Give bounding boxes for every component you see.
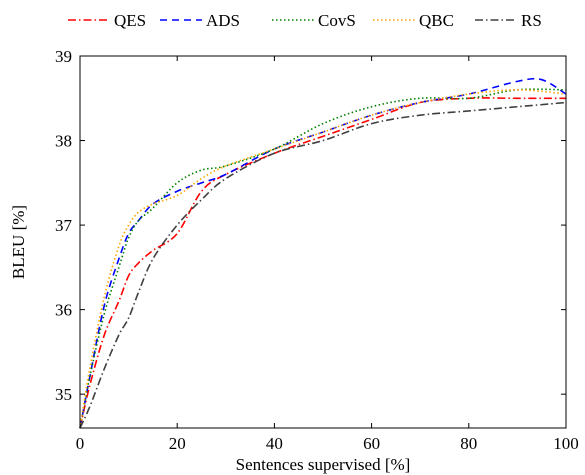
series-line-ads <box>79 77 567 429</box>
x-tick-label: 0 <box>76 434 85 453</box>
x-tick-label: 60 <box>363 434 380 453</box>
x-tick-label: 40 <box>266 434 283 453</box>
series-line-qbc <box>79 89 567 429</box>
series-layer <box>79 77 567 429</box>
y-tick-label: 36 <box>55 301 72 320</box>
x-tick-label: 20 <box>169 434 186 453</box>
legend-label-rs: RS <box>521 11 542 30</box>
legend-label-qes: QES <box>114 11 146 30</box>
plot-frame <box>79 55 567 429</box>
legend-label-qbc: QBC <box>419 11 454 30</box>
y-tick-label: 39 <box>55 47 72 66</box>
legend: QES ADS CovS QBC RS <box>68 11 542 30</box>
y-tick-label: 38 <box>55 132 72 151</box>
x-axis-label: Sentences supervised [%] <box>236 455 411 474</box>
legend-label-covs: CovS <box>318 11 356 30</box>
x-tick-label: 80 <box>460 434 477 453</box>
y-axis-label: BLEU [%] <box>9 205 28 279</box>
series-line-covs <box>79 88 567 429</box>
series-line-rs <box>79 101 567 429</box>
series-line-qes <box>79 97 566 429</box>
y-tick-label: 37 <box>55 216 73 235</box>
x-tick-label: 100 <box>553 434 579 453</box>
ticks-layer: 0 20 40 60 80 100 35 36 37 38 39 <box>55 47 579 453</box>
y-tick-label: 35 <box>55 385 72 404</box>
legend-label-ads: ADS <box>206 11 240 30</box>
